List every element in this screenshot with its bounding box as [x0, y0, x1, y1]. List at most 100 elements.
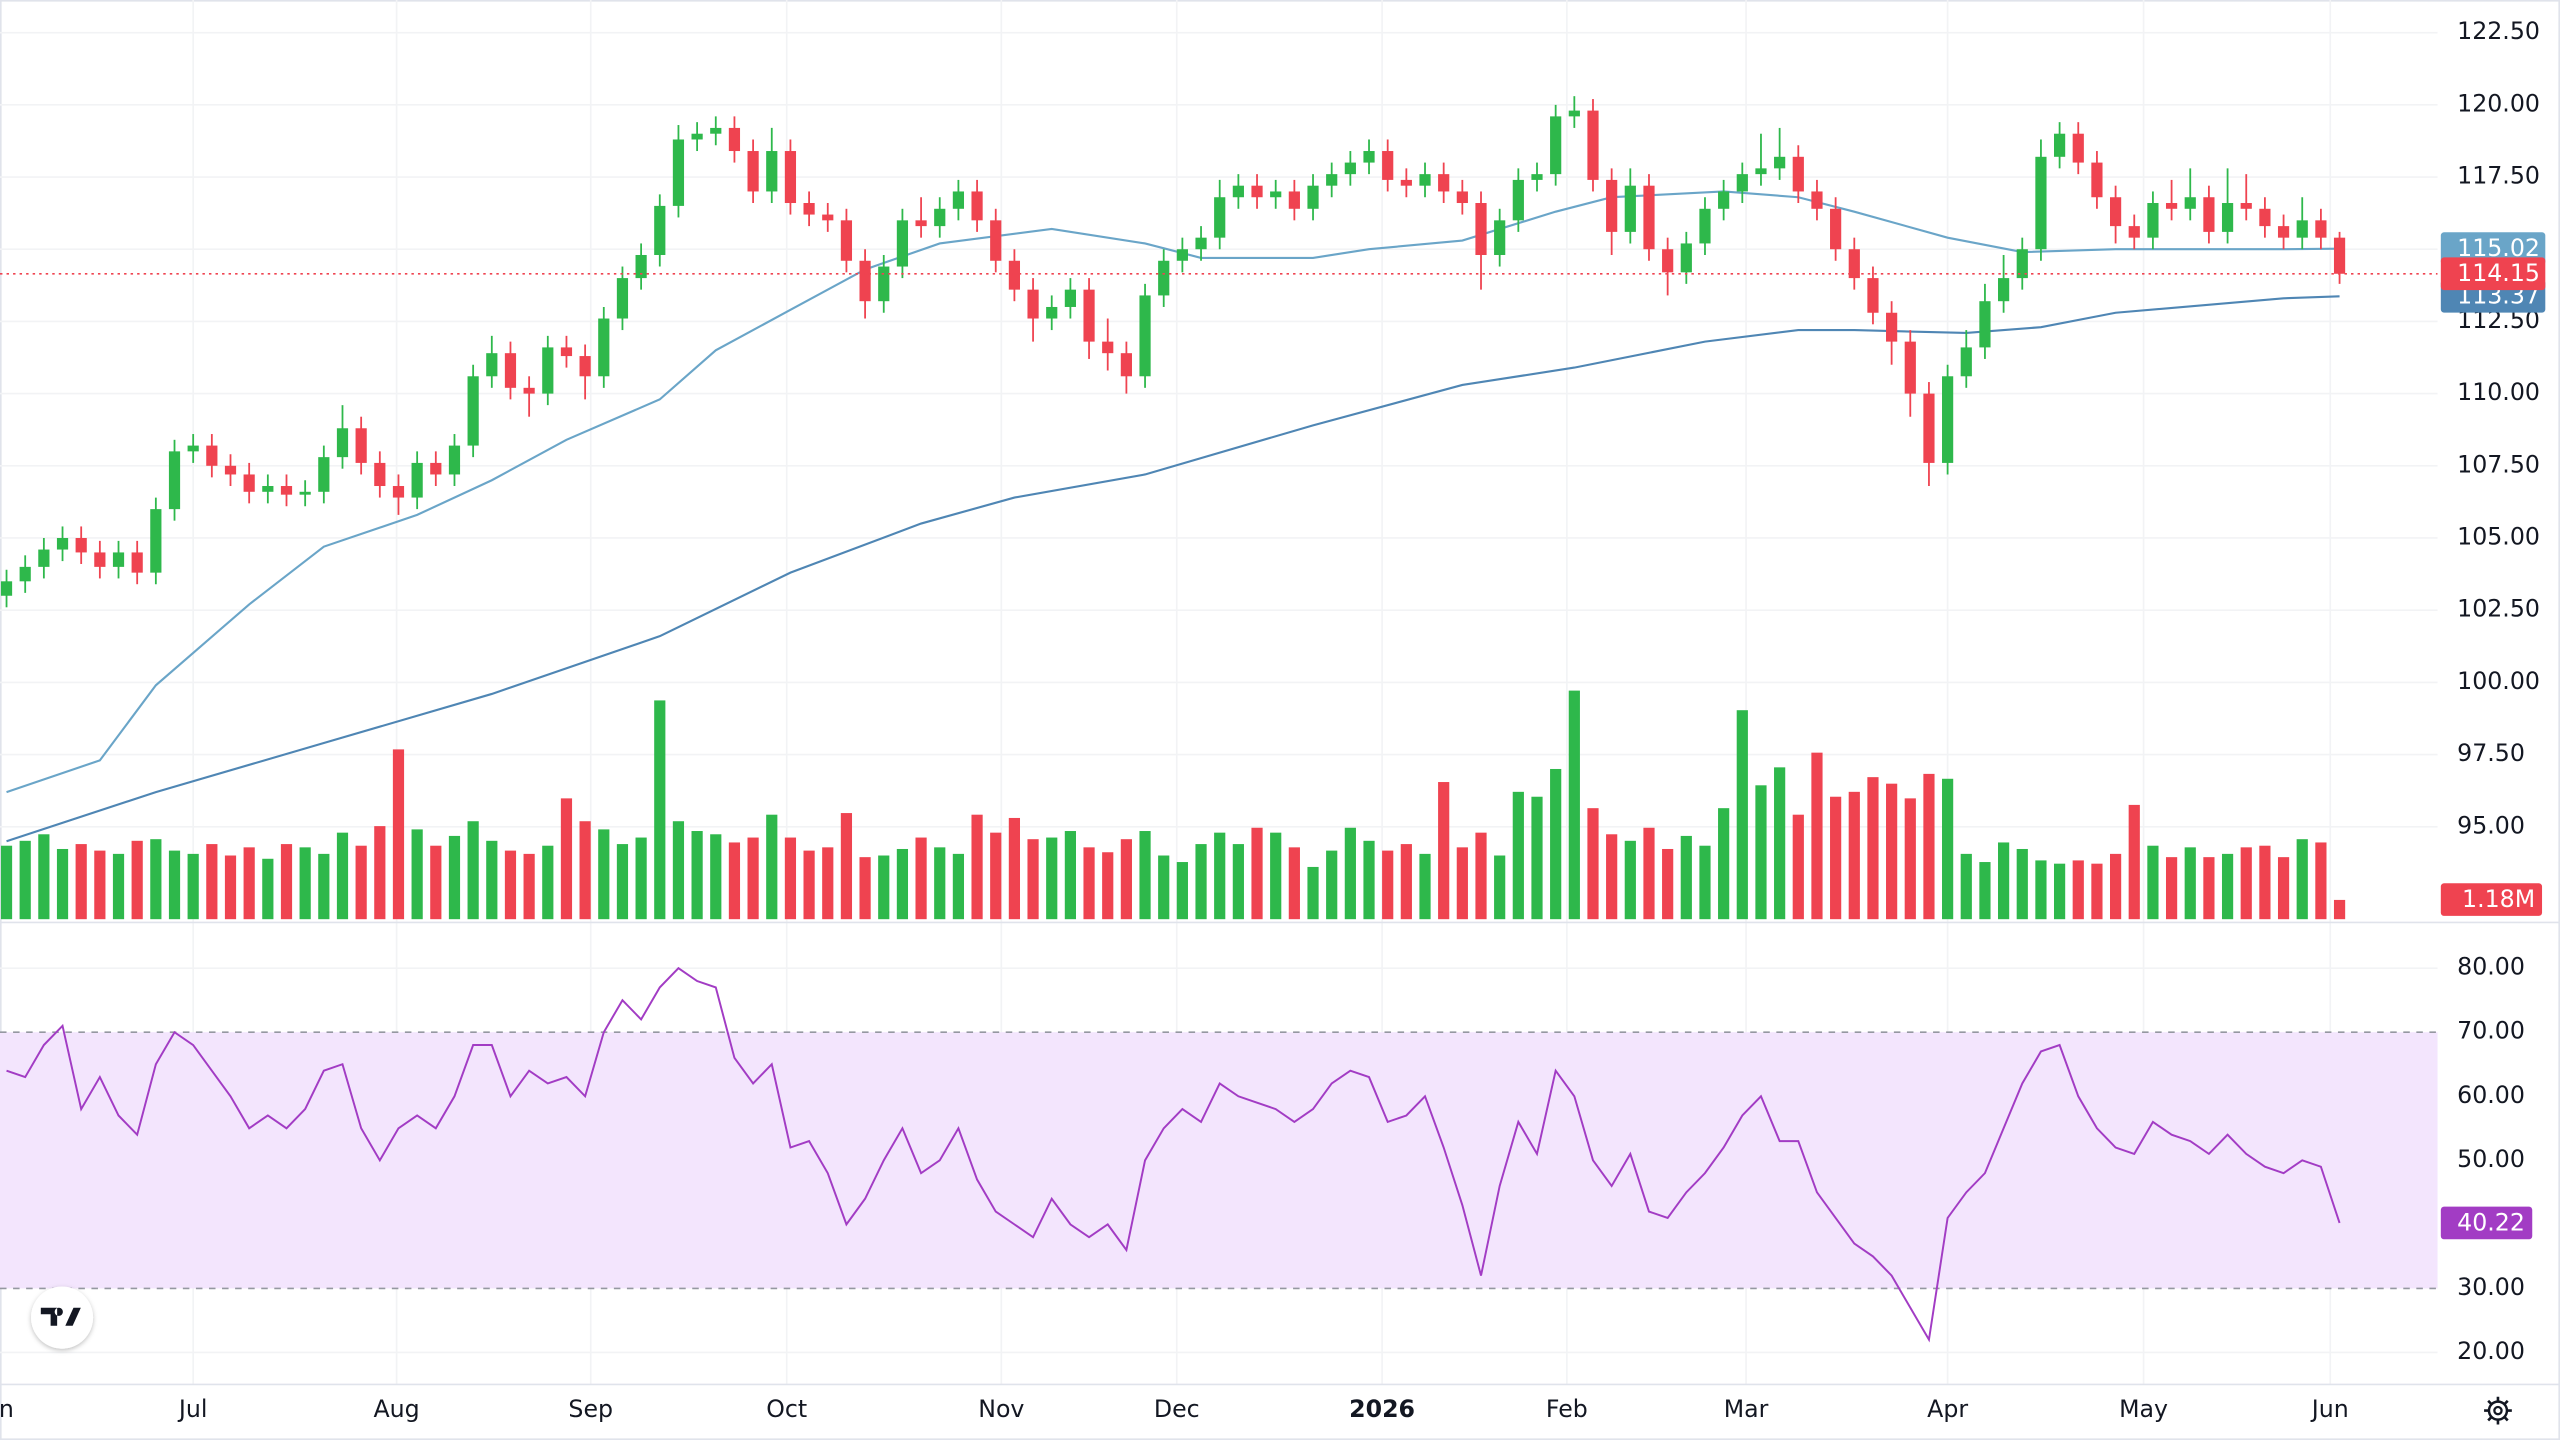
volume-bar — [1176, 862, 1188, 920]
candle-body — [1363, 151, 1375, 163]
candle-body — [1456, 191, 1468, 204]
candle-body — [1587, 110, 1599, 180]
candle-body — [859, 260, 871, 302]
candle-body — [1736, 174, 1748, 192]
candle-body — [1960, 347, 1972, 377]
volume-bar — [448, 835, 461, 920]
candle-body — [187, 445, 199, 452]
candle-body — [542, 347, 554, 394]
settings-button[interactable] — [2484, 1396, 2512, 1425]
volume-bar — [822, 847, 834, 920]
candle-body — [1475, 203, 1487, 255]
volume-bar — [19, 840, 31, 920]
moving-average-value: 115.02 — [2457, 234, 2540, 262]
candle-body — [1792, 156, 1804, 192]
volume-bar — [654, 700, 666, 920]
volume-bar — [1736, 710, 1748, 920]
volume-bar — [2333, 899, 2346, 920]
volume-bar — [2259, 845, 2271, 920]
y-tick-label: 107.50 — [2457, 450, 2540, 478]
volume-bar — [859, 857, 871, 920]
volume-bar — [2147, 845, 2159, 920]
candle-body — [2315, 220, 2327, 238]
candle-body — [1139, 295, 1151, 377]
rsi-value-box — [2440, 1206, 2533, 1240]
candle-body — [822, 214, 834, 221]
volume-bar — [1046, 837, 1058, 920]
volume-bar — [1830, 796, 1842, 920]
candle-body — [1979, 301, 1991, 348]
candle-body — [747, 151, 759, 192]
volume-bar — [75, 844, 87, 920]
candle-body — [1830, 208, 1842, 250]
candle-body — [784, 151, 797, 204]
candle-body — [1251, 185, 1263, 198]
rsi-tick-label: 60.00 — [2457, 1081, 2525, 1109]
candle-body — [2296, 220, 2308, 238]
candle-body — [2147, 203, 2159, 238]
volume-bar — [150, 839, 162, 920]
candle-body — [243, 474, 255, 492]
candle-body — [2091, 162, 2103, 198]
candle-body — [430, 462, 442, 475]
volume-bar — [318, 853, 330, 920]
volume-bar — [38, 834, 50, 920]
candle-body — [1718, 191, 1730, 209]
candle-body — [1848, 249, 1860, 279]
volume-bar — [2203, 857, 2215, 920]
candle-body — [579, 356, 591, 377]
volume-bar — [840, 813, 853, 920]
y-tick-label: 100.00 — [2457, 667, 2540, 695]
volume-bar — [1848, 791, 1860, 920]
volume-bar — [2221, 853, 2234, 920]
volume-bar — [1158, 855, 1170, 920]
candle-body — [710, 127, 722, 134]
volume-bar — [1998, 842, 2010, 920]
volume-bar — [1550, 768, 1562, 920]
rsi-value: 40.22 — [2457, 1208, 2525, 1236]
tradingview-logo[interactable] — [31, 1286, 94, 1349]
candle-body — [2109, 197, 2122, 227]
x-tick-label: Jun — [0, 1395, 14, 1423]
volume-bar — [94, 850, 106, 920]
volume-bar — [206, 844, 218, 920]
candle-body — [467, 376, 479, 446]
candle-body — [1288, 191, 1300, 209]
volume-bar — [1214, 832, 1226, 920]
candle-body — [1326, 174, 1338, 186]
candle-body — [1512, 179, 1524, 221]
rsi-tick-label: 80.00 — [2457, 953, 2525, 981]
volume-bar — [299, 847, 311, 920]
y-tick-label: 105.00 — [2457, 522, 2540, 550]
plot-layer — [0, 96, 2438, 1343]
volume-bar — [1643, 827, 1655, 920]
candle-body — [168, 451, 181, 510]
candle-body — [654, 205, 666, 255]
volume-bar — [971, 814, 983, 920]
volume-bar — [2128, 804, 2140, 920]
volume-bar — [280, 844, 293, 920]
volume-bar — [1064, 831, 1076, 920]
candle-body — [1550, 116, 1562, 175]
candle-body — [1904, 341, 1916, 394]
candle-body — [1176, 249, 1188, 261]
volume-bar — [1662, 848, 1674, 920]
candle-body — [691, 133, 703, 140]
gear-teeth — [2484, 1396, 2512, 1425]
volume-bar — [2240, 847, 2252, 920]
volume-bar — [952, 853, 965, 920]
x-tick-label: Jul — [177, 1395, 208, 1423]
candle-body — [56, 537, 69, 550]
candle-body — [1232, 185, 1244, 198]
candle-body — [392, 486, 405, 498]
candle-body — [374, 462, 386, 487]
volume-bar — [2072, 860, 2084, 920]
rsi-band — [0, 1032, 2438, 1289]
volume-bar — [1456, 847, 1468, 920]
volume-bar — [523, 853, 535, 920]
y-tick-label: 120.00 — [2457, 89, 2540, 117]
candle-body — [840, 220, 853, 261]
candle-body — [971, 191, 983, 221]
candle-body — [1699, 208, 1711, 244]
